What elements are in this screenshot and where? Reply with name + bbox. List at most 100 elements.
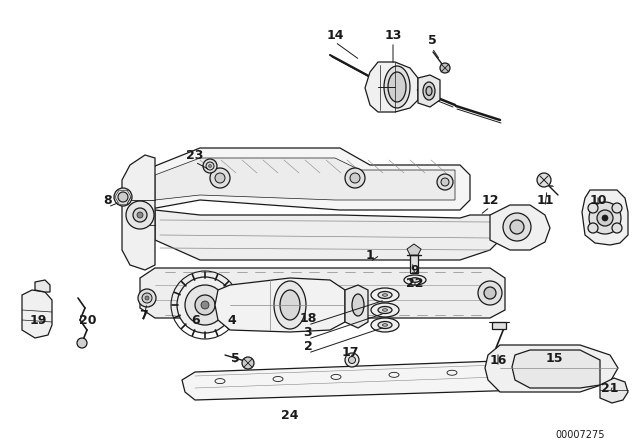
- Text: 15: 15: [545, 352, 563, 365]
- Circle shape: [142, 293, 152, 303]
- Polygon shape: [485, 345, 618, 392]
- Polygon shape: [407, 244, 421, 255]
- Circle shape: [242, 357, 254, 369]
- Circle shape: [345, 353, 359, 367]
- Ellipse shape: [388, 72, 406, 102]
- Ellipse shape: [378, 322, 392, 328]
- Circle shape: [215, 173, 225, 183]
- Text: 9: 9: [411, 263, 419, 276]
- Text: 4: 4: [228, 314, 236, 327]
- Ellipse shape: [378, 306, 392, 314]
- Ellipse shape: [371, 303, 399, 317]
- Circle shape: [349, 357, 355, 363]
- Polygon shape: [122, 155, 155, 270]
- Ellipse shape: [371, 288, 399, 302]
- Circle shape: [126, 201, 154, 229]
- Circle shape: [588, 223, 598, 233]
- Circle shape: [441, 178, 449, 186]
- Circle shape: [137, 212, 143, 218]
- Text: 3: 3: [304, 326, 312, 339]
- Ellipse shape: [280, 290, 300, 320]
- Circle shape: [114, 188, 132, 206]
- Polygon shape: [35, 280, 50, 292]
- Polygon shape: [155, 210, 500, 260]
- Text: 13: 13: [384, 29, 402, 42]
- Polygon shape: [140, 268, 505, 318]
- Circle shape: [133, 208, 147, 222]
- Polygon shape: [582, 190, 628, 245]
- Text: 7: 7: [139, 309, 147, 322]
- Circle shape: [537, 173, 551, 187]
- Ellipse shape: [426, 86, 432, 95]
- Text: 19: 19: [29, 314, 47, 327]
- Bar: [492, 322, 506, 329]
- Ellipse shape: [410, 278, 420, 282]
- Text: 14: 14: [326, 29, 344, 42]
- Text: 5: 5: [428, 34, 436, 47]
- Text: 1: 1: [365, 249, 374, 262]
- Circle shape: [503, 213, 531, 241]
- Polygon shape: [22, 290, 52, 338]
- Circle shape: [203, 159, 217, 173]
- Text: 5: 5: [230, 352, 239, 365]
- Text: 18: 18: [300, 311, 317, 324]
- Circle shape: [145, 296, 149, 300]
- Circle shape: [206, 162, 214, 170]
- Polygon shape: [512, 350, 600, 388]
- Text: 24: 24: [281, 409, 299, 422]
- Text: 6: 6: [192, 314, 200, 327]
- Circle shape: [345, 168, 365, 188]
- Bar: [410, 255, 418, 273]
- Circle shape: [177, 277, 233, 333]
- Circle shape: [210, 168, 230, 188]
- Text: 17: 17: [341, 345, 359, 358]
- Ellipse shape: [352, 294, 364, 316]
- Circle shape: [138, 289, 156, 307]
- Text: 23: 23: [186, 148, 204, 161]
- Circle shape: [185, 285, 225, 325]
- Text: 12: 12: [481, 194, 499, 207]
- Circle shape: [484, 287, 496, 299]
- Polygon shape: [490, 205, 550, 250]
- Text: 22: 22: [406, 276, 424, 289]
- Circle shape: [440, 63, 450, 73]
- Circle shape: [612, 223, 622, 233]
- Circle shape: [510, 220, 524, 234]
- Polygon shape: [182, 360, 535, 400]
- Polygon shape: [600, 378, 628, 403]
- Circle shape: [201, 301, 209, 309]
- Text: 00007275: 00007275: [556, 430, 605, 440]
- Circle shape: [77, 338, 87, 348]
- Ellipse shape: [383, 324, 387, 326]
- Circle shape: [589, 202, 621, 234]
- Polygon shape: [520, 352, 558, 388]
- Circle shape: [350, 173, 360, 183]
- Circle shape: [612, 203, 622, 213]
- Ellipse shape: [274, 281, 306, 329]
- Circle shape: [602, 215, 608, 221]
- Ellipse shape: [378, 292, 392, 298]
- Text: 2: 2: [303, 340, 312, 353]
- Circle shape: [478, 281, 502, 305]
- Circle shape: [588, 203, 598, 213]
- Polygon shape: [365, 62, 418, 112]
- Circle shape: [118, 192, 128, 202]
- Circle shape: [437, 174, 453, 190]
- Text: 16: 16: [490, 353, 507, 366]
- Text: 20: 20: [79, 314, 97, 327]
- Text: 11: 11: [536, 194, 554, 207]
- Text: 10: 10: [589, 194, 607, 207]
- Ellipse shape: [383, 294, 387, 296]
- Ellipse shape: [423, 82, 435, 100]
- Text: 21: 21: [601, 382, 619, 395]
- Polygon shape: [418, 75, 440, 107]
- Circle shape: [195, 295, 215, 315]
- Ellipse shape: [384, 66, 410, 108]
- Circle shape: [209, 164, 211, 168]
- Ellipse shape: [371, 318, 399, 332]
- Circle shape: [597, 210, 613, 226]
- Polygon shape: [215, 278, 345, 332]
- Ellipse shape: [383, 309, 387, 311]
- Polygon shape: [145, 148, 470, 210]
- Text: 8: 8: [104, 194, 112, 207]
